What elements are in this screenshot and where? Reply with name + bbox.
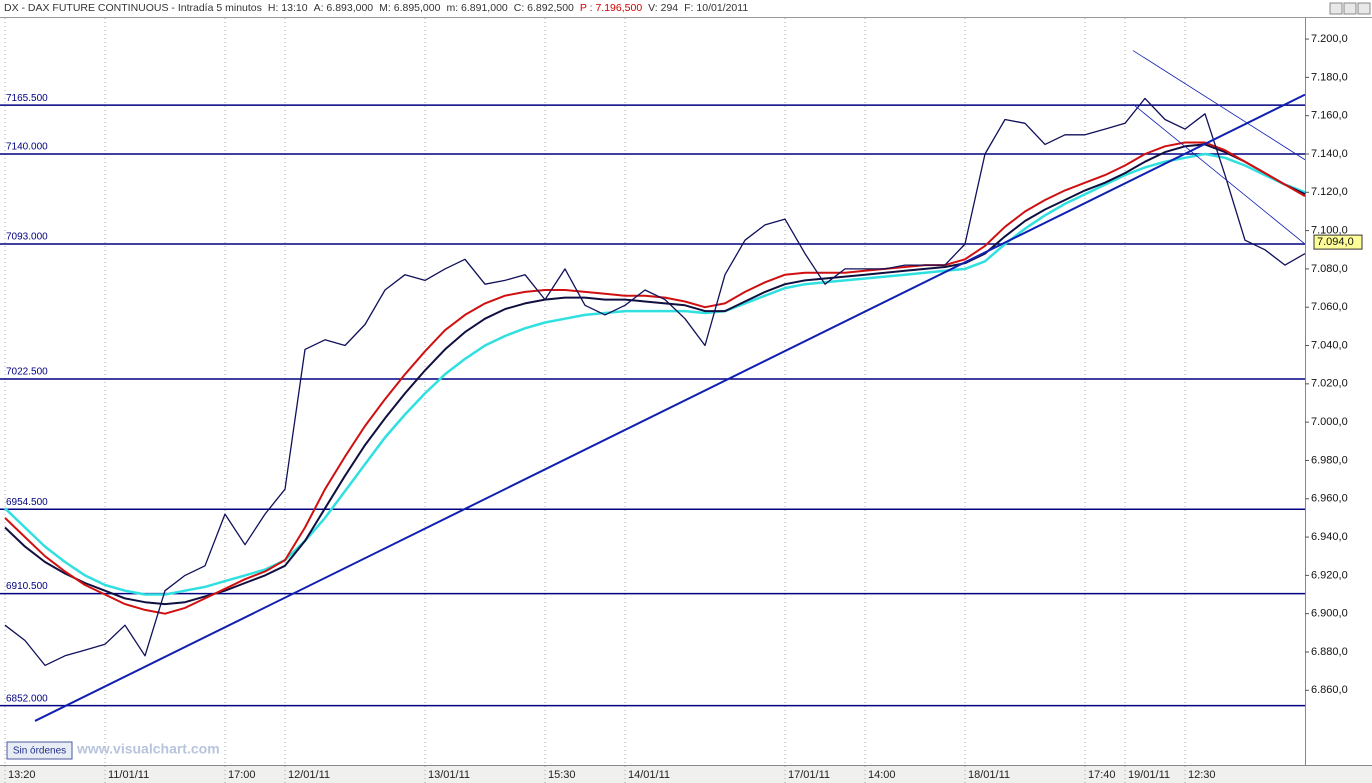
header-item: DX - DAX FUTURE CONTINUOUS - Intradía 5 …: [4, 2, 262, 14]
y-tick-label: 7.000,0: [1311, 416, 1348, 428]
level-label: 7165.500: [6, 93, 48, 104]
header: DX - DAX FUTURE CONTINUOUS - Intradía 5 …: [0, 0, 1372, 17]
y-tick-label: 6.900,0: [1311, 608, 1348, 620]
y-tick-label: 6.860,0: [1311, 684, 1348, 696]
header-item: P : 7.196,500: [579, 2, 643, 14]
x-axis-strip: [0, 765, 1372, 783]
watermark: www.visualchart.com: [76, 741, 220, 757]
x-tick-label: 13/01/11: [428, 769, 470, 781]
orders-button[interactable]: [6, 741, 73, 760]
x-tick-label: 14/01/11: [628, 769, 670, 781]
x-tick-label: 12/01/11: [288, 769, 330, 781]
trendline: [1132, 103, 1306, 245]
header-item: H: 13:10: [267, 2, 308, 14]
x-tick-label: 17/01/11: [788, 769, 830, 781]
last-price-box: [1313, 234, 1363, 250]
level-label: 6910.500: [6, 581, 48, 592]
last-price-label: 7.094,0: [1317, 236, 1354, 248]
y-tick-label: 7.120,0: [1311, 186, 1348, 198]
window-button[interactable]: [1343, 2, 1357, 15]
header-item: V: 294: [648, 2, 679, 14]
y-tick-label: 6.980,0: [1311, 454, 1348, 466]
header-item: M: 6.895,000: [379, 2, 441, 14]
window-button[interactable]: [1329, 2, 1343, 15]
x-tick-label: 14:00: [868, 769, 896, 781]
window-button[interactable]: [1357, 2, 1371, 15]
x-tick-label: 12:30: [1188, 769, 1216, 781]
header-item: C: 6.892,500: [513, 2, 574, 14]
level-label: 6954.500: [6, 497, 48, 508]
y-tick-label: 6.960,0: [1311, 493, 1348, 505]
trendline: [34, 93, 1306, 722]
y-tick-label: 7.180,0: [1311, 71, 1348, 83]
orders-button-label[interactable]: Sin órdenes: [13, 746, 66, 757]
x-tick-label: 19/01/11: [1128, 769, 1170, 781]
header-item: F: 10/01/2011: [684, 2, 749, 14]
y-tick-label: 6.940,0: [1311, 531, 1348, 543]
y-tick-label: 7.020,0: [1311, 378, 1348, 390]
y-tick-label: 7.200,0: [1311, 33, 1348, 45]
x-tick-label: 18/01/11: [968, 769, 1010, 781]
y-tick-label: 7.040,0: [1311, 339, 1348, 351]
y-tick-label: 7.160,0: [1311, 110, 1348, 122]
series-line: [4, 143, 1306, 606]
series-line: [4, 97, 1306, 667]
y-tick-label: 7.140,0: [1311, 148, 1348, 160]
series-line: [4, 152, 1306, 596]
x-tick-label: 11/01/11: [108, 769, 149, 781]
level-label: 7140.000: [6, 142, 48, 153]
x-tick-label: 13:20: [8, 769, 36, 781]
y-tick-label: 6.880,0: [1311, 646, 1348, 658]
x-tick-label: 17:40: [1088, 769, 1116, 781]
header-item: A: 6.893,000: [313, 2, 374, 14]
level-label: 7022.500: [6, 367, 48, 378]
series-line: [4, 141, 1306, 615]
y-tick-label: 7.080,0: [1311, 263, 1348, 275]
level-label: 7093.000: [6, 232, 48, 243]
level-label: 6852.000: [6, 693, 48, 704]
y-tick-label: 6.920,0: [1311, 569, 1348, 581]
header-item: m: 6.891,000: [446, 2, 508, 14]
y-tick-label: 7.100,0: [1311, 225, 1348, 237]
x-tick-label: 15:30: [548, 769, 576, 781]
y-tick-label: 7.060,0: [1311, 301, 1348, 313]
x-tick-label: 17:00: [228, 769, 256, 781]
trendline: [1132, 50, 1306, 161]
